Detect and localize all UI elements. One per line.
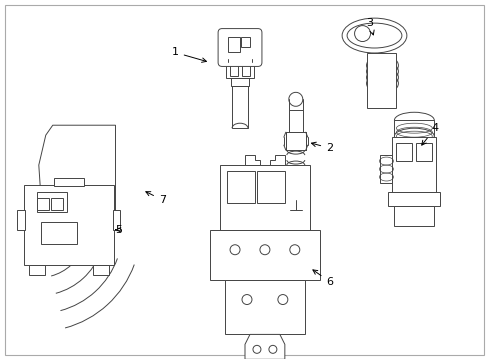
Bar [392,137,435,192]
Ellipse shape [394,112,433,128]
Text: 6: 6 [312,270,332,287]
Bar [37,198,49,210]
Circle shape [260,245,269,255]
Text: 1: 1 [171,48,206,62]
Bar [227,37,240,53]
Bar [41,222,77,244]
Polygon shape [244,334,285,359]
Ellipse shape [342,18,406,53]
Circle shape [252,345,261,353]
Bar [220,165,309,230]
Bar [396,143,411,161]
Circle shape [229,245,240,255]
Circle shape [242,294,251,305]
Bar [230,78,248,86]
Text: 2: 2 [311,142,332,153]
Text: 7: 7 [145,192,165,205]
Text: 4: 4 [421,123,438,145]
Bar [92,265,108,275]
Bar [112,210,120,230]
Bar [37,192,66,212]
Bar [224,280,304,334]
Polygon shape [285,132,305,150]
Bar [54,178,83,186]
Bar [394,206,433,226]
Bar [51,198,62,210]
Bar [288,110,302,132]
Bar [242,64,249,76]
Bar [380,155,392,183]
Bar [241,37,249,46]
Polygon shape [39,125,115,230]
Bar [256,171,285,203]
Bar [366,54,396,108]
Polygon shape [244,155,260,165]
Bar [226,171,254,203]
Bar [29,265,45,275]
Bar [229,64,238,76]
Bar [17,210,25,230]
Circle shape [277,294,287,305]
Ellipse shape [346,23,401,48]
Bar [394,120,433,136]
Bar [210,230,319,280]
Circle shape [289,245,299,255]
Polygon shape [269,155,285,165]
Circle shape [268,345,276,353]
Bar [387,192,439,206]
FancyBboxPatch shape [218,28,262,67]
Text: 3: 3 [365,18,373,35]
Bar [24,185,113,265]
Bar [415,143,431,161]
Text: 5: 5 [115,225,122,235]
Bar [232,86,247,128]
Ellipse shape [394,128,433,144]
Bar [225,62,253,78]
